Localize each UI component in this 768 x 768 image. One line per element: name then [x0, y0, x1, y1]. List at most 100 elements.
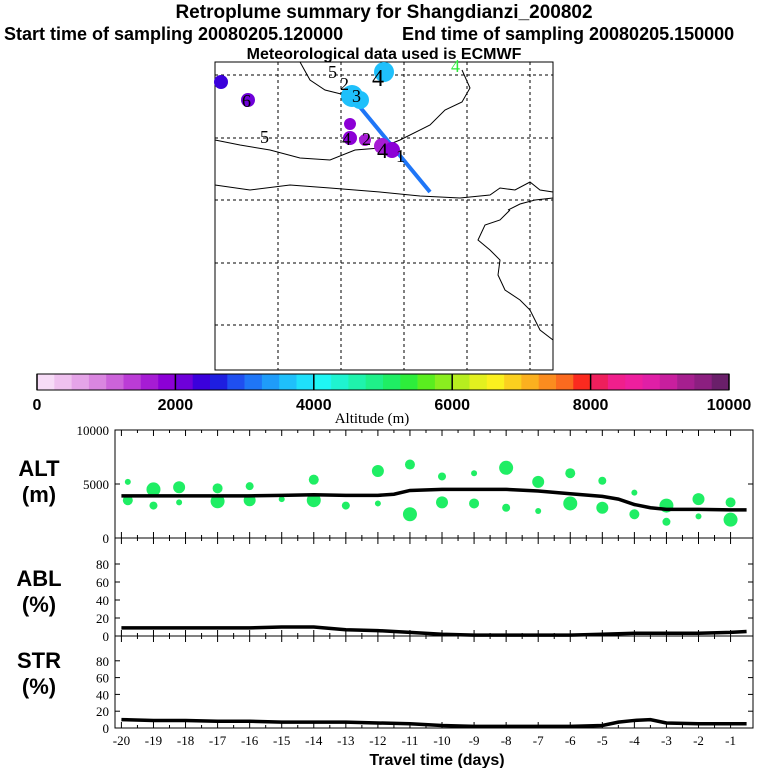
map-panel: 5 6 5 3 2 4 4 2 4 1 4	[214, 56, 554, 371]
alt-scatter-point	[306, 493, 321, 508]
alt-panel-frame	[114, 429, 754, 539]
xtick-label: -14	[305, 733, 323, 748]
colorbar-swatch	[573, 374, 591, 390]
alt-scatter-point	[565, 468, 576, 479]
alt-scatter-point	[308, 474, 319, 485]
alt-scatter-point	[371, 465, 384, 478]
xtick-label: -3	[661, 733, 672, 748]
colorbar-swatch	[694, 374, 712, 390]
colorbar-swatch	[590, 374, 609, 390]
xtick-label: -18	[177, 733, 194, 748]
alt-scatter-point	[402, 507, 417, 522]
alt-scatter-point	[469, 498, 480, 509]
xtick-label: -2	[693, 733, 704, 748]
alt-scatter-point	[146, 482, 161, 497]
colorbar-label: Altitude (m)	[335, 411, 410, 427]
map-label: 4	[372, 66, 384, 92]
alt-scatter-point	[532, 475, 545, 488]
abl-ytick-label: 0	[103, 629, 110, 644]
map-grid	[215, 62, 553, 370]
alt-scatter-point	[176, 499, 183, 506]
colorbar-swatch	[607, 374, 626, 390]
xtick-label: -19	[145, 733, 162, 748]
alt-scatter-point	[374, 500, 381, 507]
alt-scatter-point	[149, 501, 158, 510]
xtick-label: -9	[469, 733, 480, 748]
alt-scatter-point	[278, 496, 285, 503]
colorbar-tick-label: 10000	[707, 397, 752, 414]
alt-scatter-point	[502, 503, 511, 512]
map-label: 1	[396, 146, 405, 166]
colorbar-swatch	[244, 374, 263, 390]
xtick-label: -12	[369, 733, 386, 748]
plume-point	[374, 62, 394, 82]
xtick-label: -4	[629, 733, 640, 748]
colorbar-swatch	[659, 374, 678, 390]
str-ytick-label: 60	[96, 671, 109, 686]
str-ytick-label: 20	[96, 704, 109, 719]
alt-scatter-point	[438, 472, 447, 481]
end-time-label: End time of sampling 20080205.150000	[402, 24, 735, 44]
colorbar-swatch	[383, 374, 401, 390]
alt-scatter-point	[245, 482, 254, 491]
colorbar-swatch	[227, 374, 245, 390]
colorbar-swatch	[365, 374, 384, 390]
map-frame	[214, 61, 554, 371]
plume-circles	[214, 62, 400, 158]
plume-point	[384, 142, 400, 158]
alt-scatter-point	[598, 476, 607, 485]
abl-label-text: ABL (%)	[16, 566, 62, 617]
colorbar-swatch	[521, 374, 539, 390]
colorbar-swatch	[642, 374, 661, 390]
colorbar-tick-label: 4000	[296, 397, 332, 414]
coastlines	[214, 61, 554, 341]
alt-panel-label: ALT (m)	[4, 456, 74, 508]
colorbar-swatch	[469, 374, 488, 390]
plume-point	[343, 131, 357, 145]
str-panel-frame	[114, 635, 754, 729]
plume-point	[344, 118, 356, 130]
alt-scatter-point	[596, 501, 609, 514]
alt-scatter-point	[499, 460, 514, 475]
alt-scatter-point	[695, 513, 702, 520]
alt-scatter-point	[436, 496, 449, 509]
colorbar-swatch	[504, 374, 522, 390]
xtick-label: -11	[402, 733, 419, 748]
colorbar-swatch	[279, 374, 297, 390]
colorbar-swatch	[677, 374, 695, 390]
abl-ytick-label: 20	[96, 611, 109, 626]
alt-ytick-label: 10000	[77, 423, 110, 438]
xtick-label: -17	[209, 733, 227, 748]
map-label: 4	[377, 138, 388, 163]
alt-scatter-point	[535, 508, 542, 514]
alt-series-line	[121, 487, 747, 512]
colorbar-swatch	[158, 374, 176, 390]
colorbar-swatch	[486, 374, 505, 390]
abl-ytick-label: 80	[96, 557, 109, 572]
colorbar-swatch	[210, 374, 228, 390]
colorbar-swatch	[296, 374, 315, 390]
xtick-label: -7	[533, 733, 544, 748]
plume-point	[351, 91, 369, 109]
colorbar-swatch	[71, 374, 90, 390]
colorbar-swatch	[192, 374, 211, 390]
colorbar-swatch	[313, 374, 332, 390]
colorbar-swatch	[556, 374, 574, 390]
colorbar-swatch	[400, 374, 418, 390]
alt-label-text: ALT (m)	[18, 456, 60, 507]
colorbar-ticks: 0 2000 4000 6000 8000 10000	[33, 374, 752, 414]
alt-scatter-point	[341, 501, 350, 510]
colorbar-swatch	[106, 374, 124, 390]
plume-point	[359, 134, 371, 146]
alt-scatter-point	[563, 496, 578, 511]
colorbar-swatch	[331, 374, 349, 390]
xtick-label: -15	[273, 733, 290, 748]
xtick-label: -20	[113, 733, 130, 748]
str-label-text: STR (%)	[17, 648, 61, 699]
xtick-label: -5	[597, 733, 608, 748]
map-label: 4	[342, 129, 351, 149]
alt-scatter-point	[631, 489, 638, 496]
abl-ytick-label: 60	[96, 575, 109, 590]
colorbar-swatch	[175, 374, 193, 390]
